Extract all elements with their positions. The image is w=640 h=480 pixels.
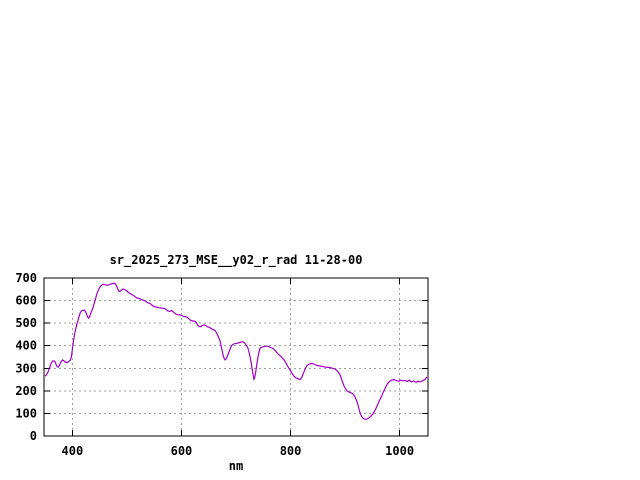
y-tick-label: 200 — [15, 384, 37, 398]
plot-border — [43, 277, 429, 437]
x-tick-label: 800 — [280, 444, 302, 458]
spectrum-line — [44, 282, 428, 420]
x-axis-label: nm — [229, 459, 243, 473]
y-tick-label: 700 — [15, 271, 37, 285]
frame-layer — [43, 277, 429, 437]
x-tick-label: 400 — [62, 444, 84, 458]
label-layer: 400 600 800 1000 0 100 200 300 400 500 600 700 — [15, 271, 414, 458]
x-tick-label: 600 — [171, 444, 193, 458]
y-tick-label: 0 — [30, 429, 37, 443]
y-tick-label: 100 — [15, 406, 37, 420]
x-tick-label: 1000 — [385, 444, 414, 458]
y-tick-label: 500 — [15, 316, 37, 330]
y-tick-label: 400 — [15, 339, 37, 353]
chart-title: sr_2025_273_MSE__y02_r_rad 11-28-00 — [110, 253, 363, 268]
data-layer — [44, 282, 428, 420]
y-tick-label: 600 — [15, 294, 37, 308]
grid-layer — [44, 278, 428, 436]
y-tick-label: 300 — [15, 361, 37, 375]
